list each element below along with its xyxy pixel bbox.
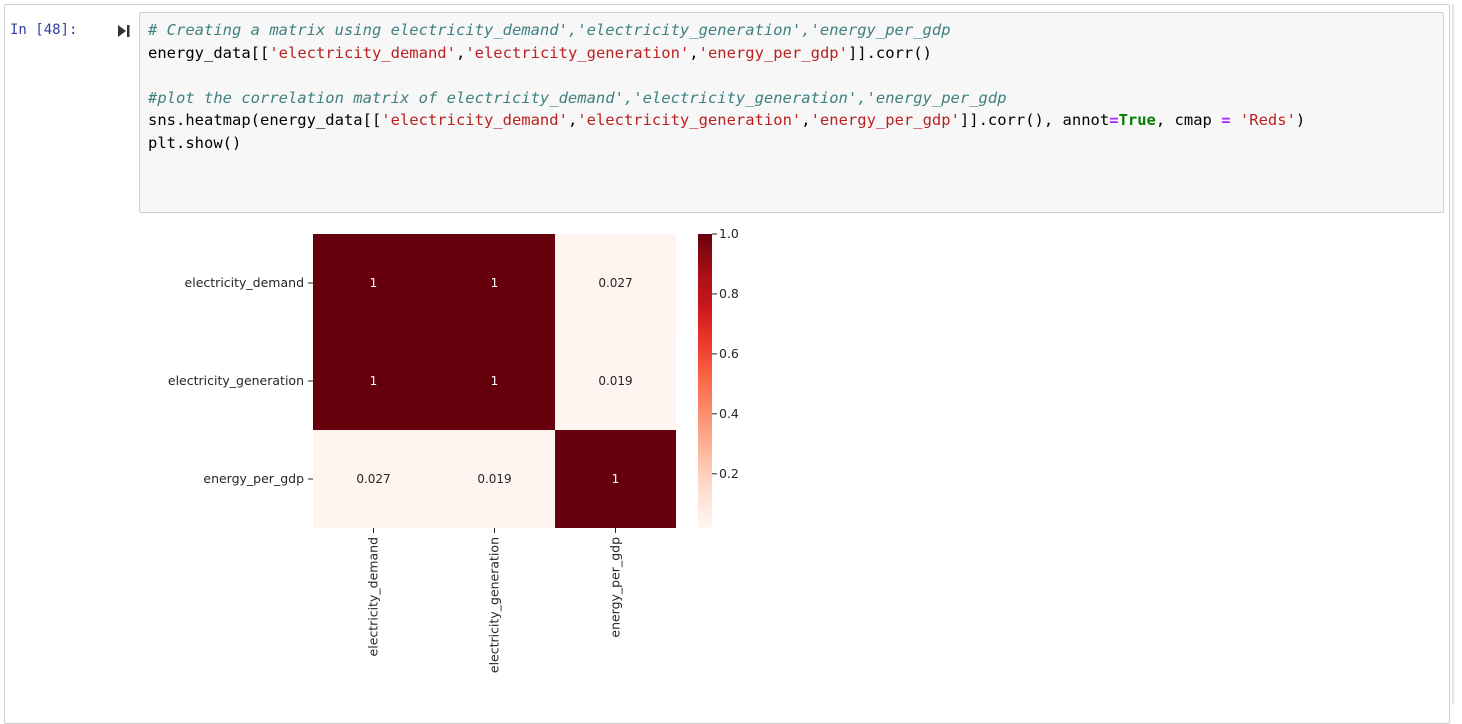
code-token: plt.show() — [148, 133, 242, 152]
cell-annotation: 1 — [491, 374, 499, 388]
code-token: = — [1109, 111, 1119, 129]
y-tick-label: electricity_demand — [185, 275, 304, 290]
cell-prompt: In [48]: — [10, 22, 78, 38]
heatmap-cell — [434, 332, 555, 430]
heatmap-cell — [434, 234, 555, 332]
heatmap-cell — [313, 234, 434, 332]
heatmap-cell — [313, 332, 434, 430]
colorbar-tick-label: 1.0 — [719, 226, 739, 241]
heatmap-cell — [555, 430, 676, 528]
code-token: , — [689, 43, 699, 62]
code-line[interactable]: sns.heatmap(energy_data[['electricity_de… — [148, 109, 1305, 132]
scrollbar[interactable] — [1452, 4, 1454, 704]
cell-output: 1 1 0.027 1 1 0.019 0.027 0.019 1 electricity_dem… — [150, 220, 770, 705]
correlation-heatmap: 1 1 0.027 1 1 0.019 0.027 0.019 1 electricity_dem… — [168, 226, 739, 673]
code-line[interactable]: # Creating a matrix using electricity_de… — [148, 19, 1305, 42]
code-token: sns.heatmap(energy_data[[ — [148, 111, 382, 129]
x-tick-label: electricity_demand — [366, 537, 381, 656]
code-editor[interactable]: # Creating a matrix using electricity_de… — [139, 12, 1444, 213]
cell-annotation: 1 — [370, 374, 378, 388]
heatmap-cell — [313, 430, 434, 528]
code-token: True — [1118, 111, 1156, 129]
cell-annotation: 1 — [491, 276, 499, 290]
cell-annotation: 0.027 — [356, 472, 390, 486]
code-token: 'electricity_demand' — [269, 43, 456, 62]
cell-annotation: 1 — [612, 472, 620, 486]
code-line[interactable]: #plot the correlation matrix of electric… — [148, 87, 1305, 110]
y-tick-label: energy_per_gdp — [203, 471, 304, 486]
code-token: ]].corr() — [847, 43, 932, 62]
code-text[interactable]: # Creating a matrix using electricity_de… — [148, 19, 1305, 154]
code-token: 'Reds' — [1239, 111, 1296, 129]
heatmap-cell — [434, 430, 555, 528]
colorbar-tick-label: 0.6 — [719, 346, 739, 361]
code-token: 'energy_per_gdp' — [810, 111, 960, 129]
y-tick-label: electricity_generation — [168, 373, 304, 388]
code-token: 'electricity_generation' — [465, 43, 690, 62]
code-token: ]].corr(), annot — [959, 111, 1110, 129]
code-token: = — [1221, 111, 1231, 129]
colorbar-tick-label: 0.2 — [719, 466, 739, 481]
colorbar-tick-label: 0.8 — [719, 286, 739, 301]
run-cell-icon[interactable] — [117, 23, 131, 43]
code-token: energy_data[[ — [148, 43, 270, 62]
colorbar-tick-label: 0.4 — [719, 406, 739, 421]
code-token: 'electricity_generation' — [577, 111, 802, 129]
cell-annotation: 0.019 — [598, 374, 632, 388]
code-token: 'energy_per_gdp' — [698, 43, 848, 62]
heatmap-cell — [555, 234, 676, 332]
code-token: , — [801, 111, 811, 129]
colorbar — [698, 234, 712, 528]
code-token — [1231, 111, 1240, 129]
heatmap-cell — [555, 332, 676, 430]
cell-annotation: 0.027 — [598, 276, 632, 290]
cell-annotation: 1 — [370, 276, 378, 290]
x-tick-label: energy_per_gdp — [608, 537, 623, 638]
code-token: , cmap — [1155, 111, 1222, 129]
x-tick-label: electricity_generation — [487, 537, 502, 673]
code-token: , — [567, 111, 578, 129]
code-token: 'electricity_demand' — [381, 111, 568, 129]
code-line[interactable] — [148, 64, 1305, 87]
code-line[interactable]: energy_data[['electricity_demand','elect… — [148, 42, 1305, 65]
code-token: ) — [1295, 111, 1306, 129]
code-token: #plot the correlation matrix of electric… — [148, 88, 1007, 107]
code-token: # Creating a matrix using electricity_de… — [148, 21, 951, 39]
code-line[interactable]: plt.show() — [148, 132, 1305, 155]
code-token: , — [455, 43, 466, 62]
cell-annotation: 0.019 — [477, 472, 511, 486]
